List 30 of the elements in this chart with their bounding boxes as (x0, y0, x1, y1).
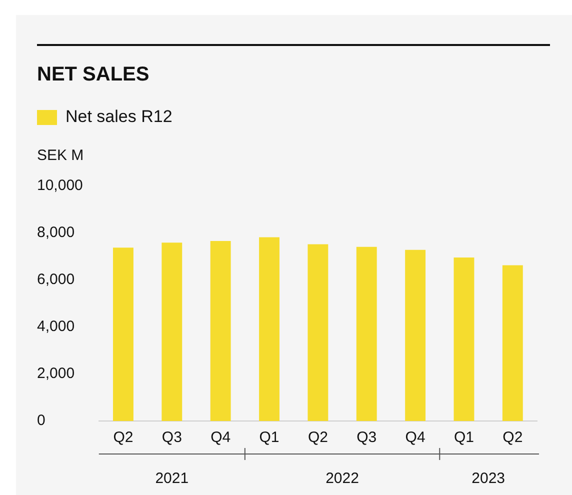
x-tick-label: Q4 (405, 429, 426, 446)
text: 2022 (326, 470, 359, 488)
y-tick-label: 10,000 (37, 177, 83, 194)
bar (259, 237, 280, 421)
y-tick-label: 4,000 (37, 318, 75, 336)
x-tick-label: Q2 (502, 429, 523, 446)
bar (502, 265, 523, 421)
bar (112, 248, 134, 421)
y-tick-label: 8,000 (37, 224, 75, 242)
x-tick-label: Q1 (259, 429, 280, 446)
x-tick-label: Q4 (210, 429, 231, 446)
x-tick-label: Q3 (356, 429, 377, 446)
bar (308, 244, 328, 421)
text: 2023 (472, 470, 506, 488)
text: 2021 (155, 470, 189, 488)
x-tick-label: Q3 (162, 429, 182, 446)
y-axis-title: SEK M (37, 147, 84, 164)
legend-label: Net sales R12 (66, 107, 172, 126)
chart-title: NET SALES (37, 64, 150, 86)
y-tick-label: 2,000 (37, 365, 75, 382)
bar (405, 250, 426, 421)
x-tick-label: Q2 (113, 429, 134, 446)
bar (356, 246, 377, 421)
y-tick-label: 0 (37, 412, 46, 430)
bar (454, 257, 474, 421)
bar (162, 242, 182, 421)
x-tick-label: Q1 (454, 429, 474, 446)
x-tick-label: Q2 (308, 429, 328, 446)
y-tick-label: 6,000 (37, 271, 75, 288)
bar (210, 240, 231, 421)
